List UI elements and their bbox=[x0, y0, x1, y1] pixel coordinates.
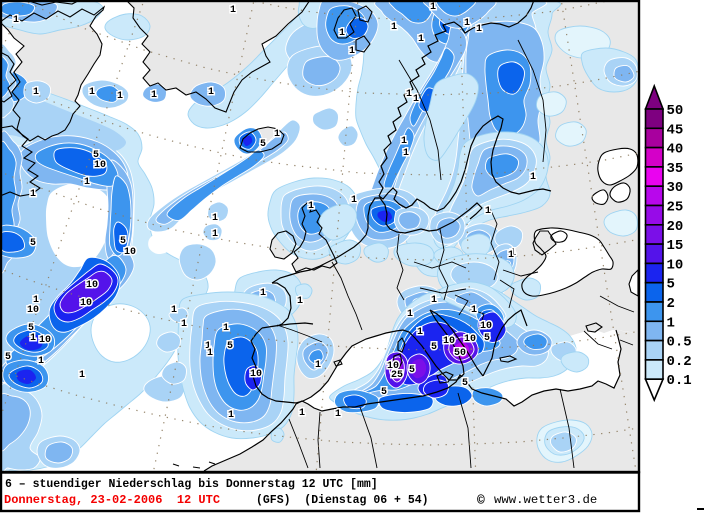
svg-text:10: 10 bbox=[667, 257, 684, 273]
svg-text:40: 40 bbox=[667, 142, 684, 158]
svg-text:5: 5 bbox=[409, 365, 415, 376]
svg-text:1: 1 bbox=[223, 323, 229, 334]
svg-text:0.1: 0.1 bbox=[667, 373, 692, 389]
svg-text:1: 1 bbox=[230, 5, 236, 16]
svg-text:1: 1 bbox=[476, 24, 482, 35]
svg-text:1: 1 bbox=[117, 91, 123, 102]
svg-text:50: 50 bbox=[667, 103, 684, 119]
svg-text:1: 1 bbox=[464, 18, 470, 29]
svg-text:1: 1 bbox=[530, 172, 536, 183]
svg-text:1: 1 bbox=[510, 248, 516, 259]
svg-text:1: 1 bbox=[33, 295, 39, 306]
svg-text:1: 1 bbox=[212, 229, 218, 240]
svg-text:1: 1 bbox=[297, 296, 303, 307]
svg-text:1: 1 bbox=[151, 90, 157, 101]
svg-text:6 – stuendiger Niederschlag bi: 6 – stuendiger Niederschlag bis Donnerst… bbox=[5, 478, 378, 491]
svg-text:10: 10 bbox=[443, 336, 455, 347]
svg-text:25: 25 bbox=[391, 370, 403, 381]
svg-text:10: 10 bbox=[39, 335, 51, 346]
svg-text:5: 5 bbox=[5, 352, 11, 363]
svg-text:5: 5 bbox=[227, 341, 233, 352]
svg-text:1: 1 bbox=[274, 129, 280, 140]
svg-text:5: 5 bbox=[30, 238, 36, 249]
svg-text:1: 1 bbox=[260, 288, 266, 299]
svg-text:1: 1 bbox=[171, 305, 177, 316]
svg-text:1: 1 bbox=[403, 148, 409, 159]
svg-text:1: 1 bbox=[413, 94, 419, 105]
svg-text:5: 5 bbox=[260, 139, 266, 150]
svg-text:Donnerstag, 23-02-2006 12 UTC: Donnerstag, 23-02-2006 12 UTC bbox=[4, 493, 220, 507]
svg-text:10: 10 bbox=[94, 160, 106, 171]
svg-text:1: 1 bbox=[13, 15, 19, 26]
svg-text:1: 1 bbox=[207, 348, 213, 359]
svg-text:2: 2 bbox=[667, 296, 675, 312]
svg-text:1: 1 bbox=[471, 305, 477, 316]
svg-text:20: 20 bbox=[667, 219, 684, 235]
svg-text:1: 1 bbox=[351, 195, 357, 206]
svg-text:1: 1 bbox=[308, 201, 314, 212]
svg-text:10: 10 bbox=[250, 369, 262, 380]
svg-text:(GFS) (Dienstag 06 + 54): (GFS) (Dienstag 06 + 54) bbox=[256, 494, 429, 507]
svg-text:35: 35 bbox=[667, 161, 684, 177]
svg-text:www.wetter3.de: www.wetter3.de bbox=[494, 493, 597, 507]
svg-text:10: 10 bbox=[80, 298, 92, 309]
svg-text:1: 1 bbox=[431, 295, 437, 306]
svg-text:10: 10 bbox=[480, 321, 492, 332]
svg-text:45: 45 bbox=[667, 122, 684, 138]
svg-text:1: 1 bbox=[407, 309, 413, 320]
svg-text:1: 1 bbox=[315, 360, 321, 371]
svg-text:1: 1 bbox=[208, 87, 214, 98]
svg-text:5: 5 bbox=[462, 378, 468, 389]
svg-text:1: 1 bbox=[339, 28, 345, 39]
svg-text:0.2: 0.2 bbox=[667, 354, 692, 370]
svg-text:10: 10 bbox=[464, 334, 476, 345]
svg-text:5: 5 bbox=[120, 236, 126, 247]
svg-text:1: 1 bbox=[349, 46, 355, 57]
svg-text:1: 1 bbox=[84, 177, 90, 188]
svg-text:1: 1 bbox=[391, 22, 397, 33]
svg-text:1: 1 bbox=[38, 356, 44, 367]
svg-text:1: 1 bbox=[79, 370, 85, 381]
svg-text:0.5: 0.5 bbox=[667, 335, 692, 351]
svg-text:10: 10 bbox=[86, 280, 98, 291]
svg-text:1: 1 bbox=[205, 341, 211, 352]
svg-text:1: 1 bbox=[33, 87, 39, 98]
svg-text:1: 1 bbox=[30, 189, 36, 200]
svg-text:1: 1 bbox=[89, 87, 95, 98]
svg-text:1: 1 bbox=[30, 333, 36, 344]
svg-text:5: 5 bbox=[93, 150, 99, 161]
svg-text:15: 15 bbox=[667, 238, 684, 254]
svg-text:1: 1 bbox=[430, 2, 436, 13]
svg-text:10: 10 bbox=[387, 361, 399, 372]
svg-text:30: 30 bbox=[667, 180, 684, 196]
svg-text:5: 5 bbox=[431, 342, 437, 353]
svg-text:1: 1 bbox=[508, 250, 514, 261]
svg-text:10: 10 bbox=[27, 305, 39, 316]
svg-text:1: 1 bbox=[485, 206, 491, 217]
svg-text:5: 5 bbox=[28, 323, 34, 334]
svg-text:1: 1 bbox=[299, 408, 305, 419]
svg-text:1: 1 bbox=[406, 89, 412, 100]
svg-text:5: 5 bbox=[484, 333, 490, 344]
svg-text:1: 1 bbox=[667, 315, 675, 331]
svg-text:5: 5 bbox=[381, 387, 387, 398]
svg-text:1: 1 bbox=[417, 327, 423, 338]
svg-text:1: 1 bbox=[418, 34, 424, 45]
svg-text:1: 1 bbox=[228, 410, 234, 421]
svg-text:©: © bbox=[477, 493, 485, 508]
svg-text:10: 10 bbox=[124, 247, 136, 258]
svg-text:25: 25 bbox=[667, 200, 684, 216]
svg-text:1: 1 bbox=[181, 319, 187, 330]
svg-text:1: 1 bbox=[335, 409, 341, 420]
svg-text:50: 50 bbox=[454, 348, 466, 359]
svg-text:1: 1 bbox=[401, 136, 407, 147]
svg-text:5: 5 bbox=[667, 277, 675, 293]
svg-text:1: 1 bbox=[212, 213, 218, 224]
